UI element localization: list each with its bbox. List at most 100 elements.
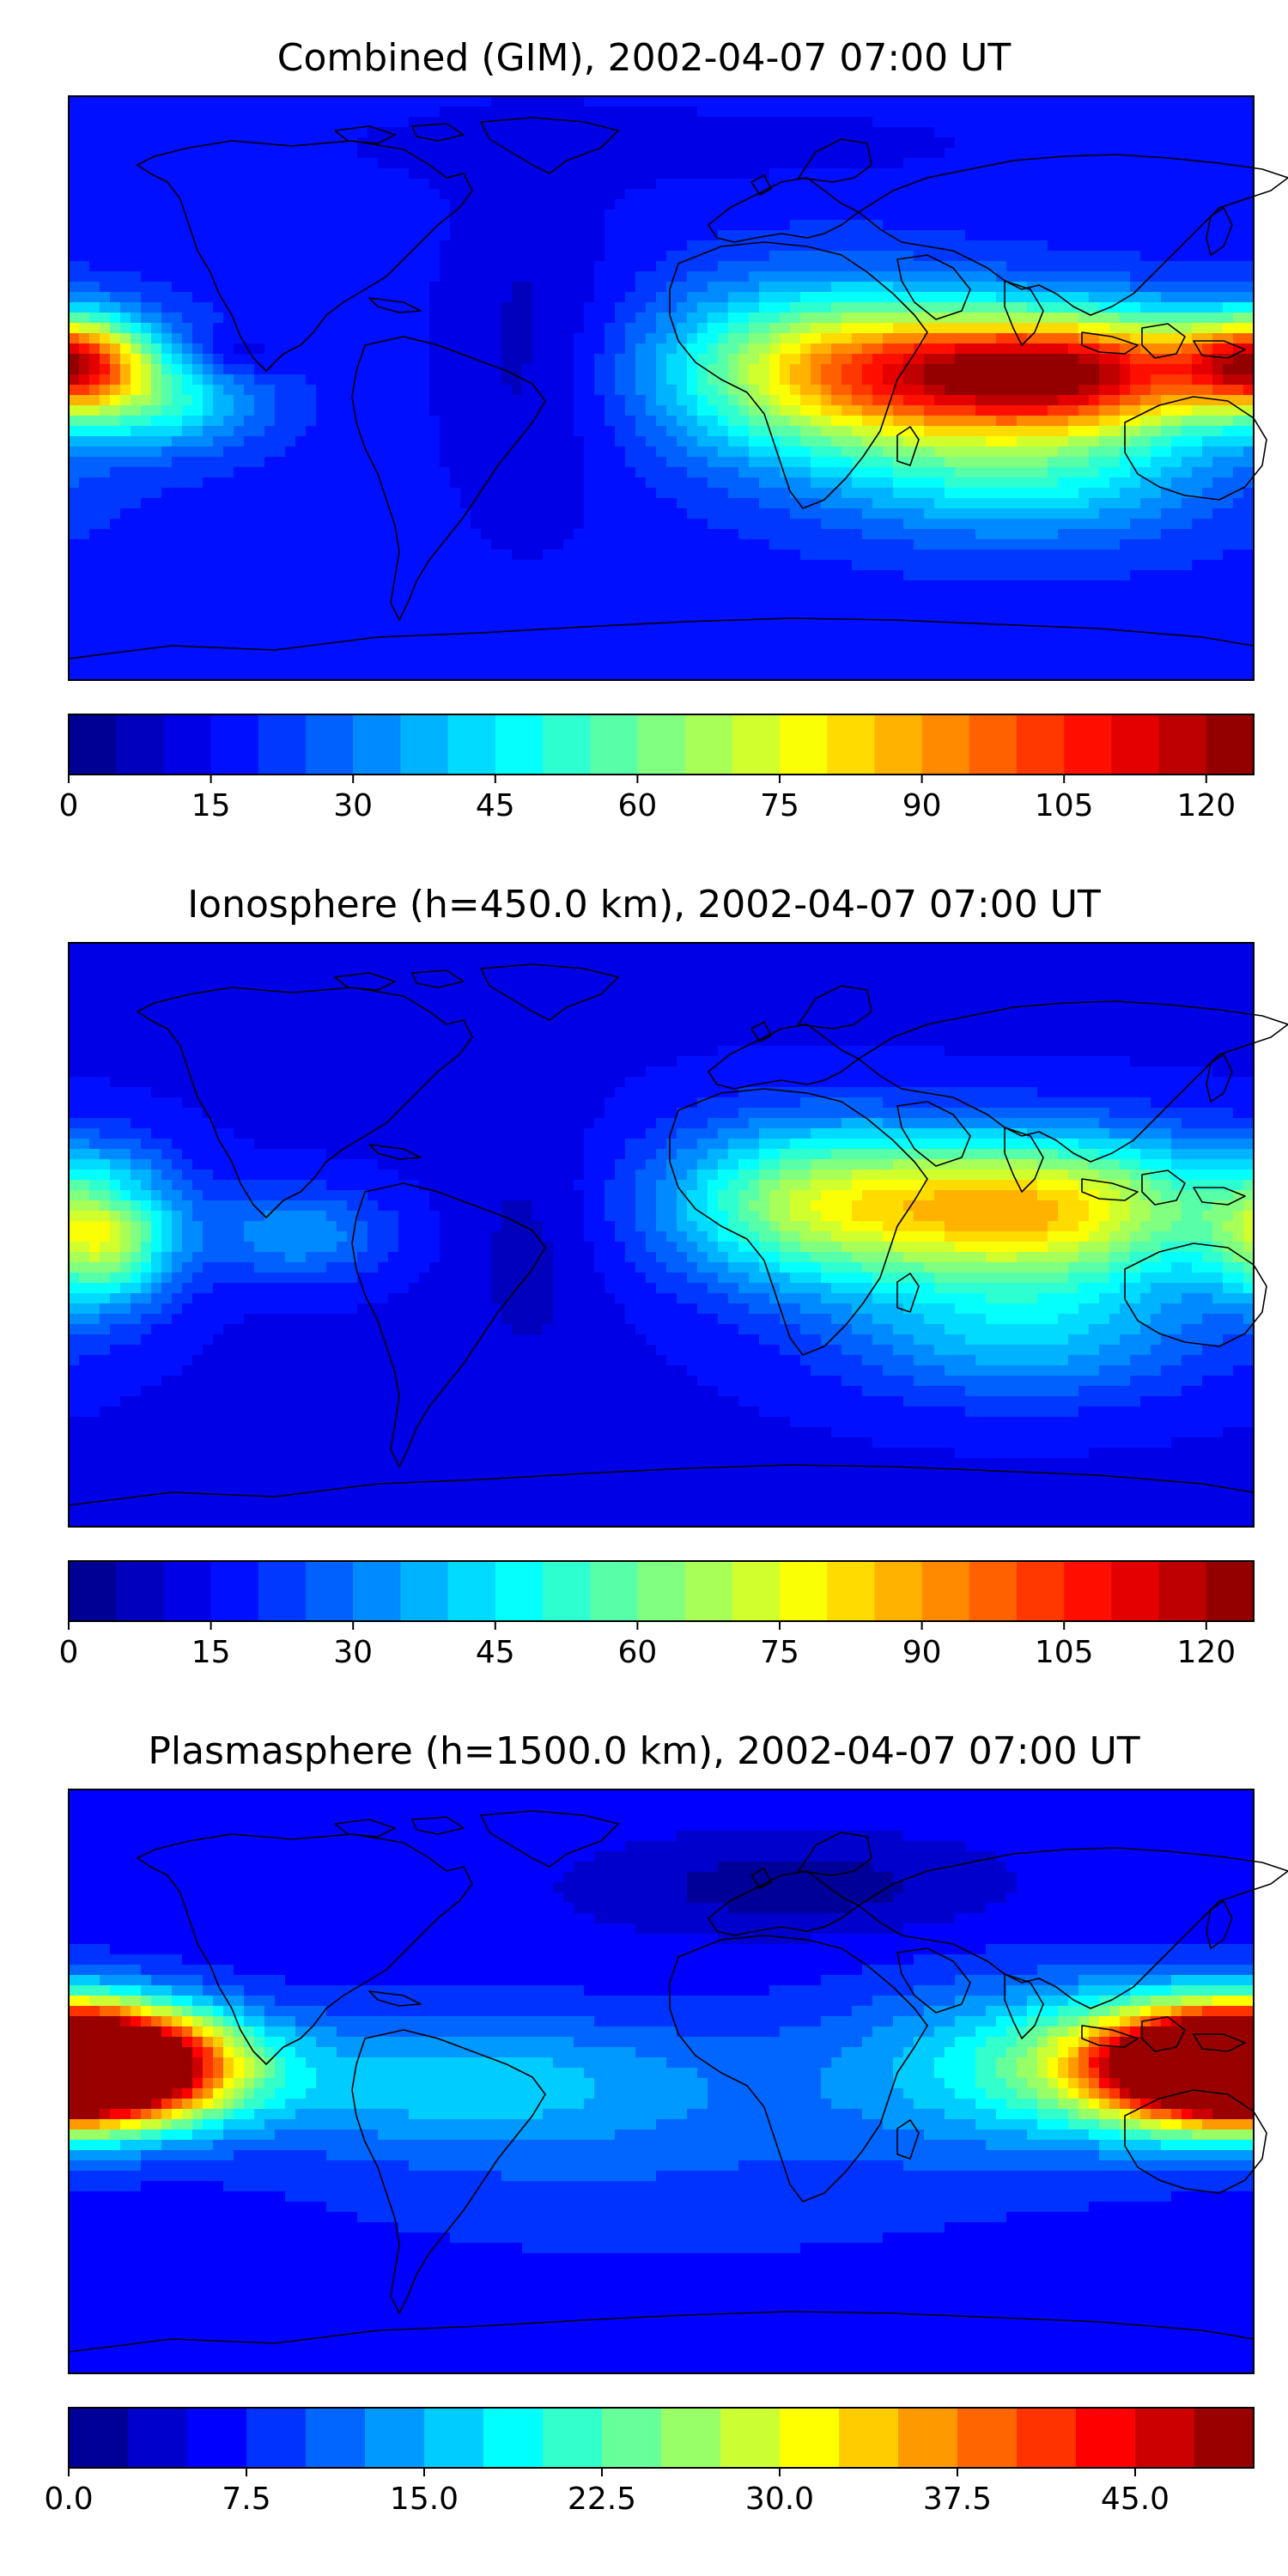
panel-3-colorbar-fill — [69, 2408, 1255, 2468]
colorbar-segment — [684, 1561, 733, 1621]
colorbar-tick-label: 30.0 — [745, 2482, 814, 2517]
colorbar-tick-label: 45 — [476, 788, 515, 823]
panel-3-contour-fill — [69, 1789, 1254, 2373]
colorbar-segment — [495, 714, 544, 775]
panel-1-title: Combined (GIM), 2002-04-07 07:00 UT — [277, 36, 1012, 80]
colorbar-segment — [543, 1561, 591, 1621]
colorbar-segment — [306, 2408, 366, 2468]
panel-2-map — [68, 942, 1288, 1528]
colorbar-segment — [447, 1561, 496, 1621]
colorbar-segment — [732, 714, 781, 775]
colorbar-tick-label: 105 — [1035, 788, 1094, 823]
colorbar-segment — [590, 1561, 638, 1621]
colorbar-segment — [637, 714, 686, 775]
panel-1-contour-fill — [69, 96, 1254, 680]
panel-3-map — [68, 1789, 1288, 2374]
colorbar-tick-label: 120 — [1176, 1635, 1236, 1670]
panel-3-frame — [68, 1789, 1255, 2374]
colorbar-tick-label: 75 — [760, 1635, 799, 1670]
colorbar-segment — [187, 2408, 247, 2468]
colorbar-segment — [69, 2408, 129, 2468]
colorbar-segment — [116, 1561, 164, 1621]
colorbar-segment — [1064, 1561, 1112, 1621]
colorbar-tick-label: 0.0 — [44, 2482, 93, 2517]
panel-2-colorbar-fill — [69, 1561, 1255, 1621]
colorbar-segment — [543, 714, 591, 775]
panel-1-colorbar-fill — [69, 714, 1255, 775]
colorbar-segment — [874, 1561, 923, 1621]
colorbar-segment — [306, 714, 354, 775]
panel-2-title: Ionosphere (h=450.0 km), 2002-04-07 07:0… — [187, 883, 1101, 927]
colorbar-segment — [1158, 714, 1207, 775]
colorbar-segment — [1206, 1561, 1255, 1621]
colorbar-segment — [116, 714, 164, 775]
colorbar-segment — [483, 2408, 544, 2468]
colorbar-segment — [543, 2408, 603, 2468]
colorbar-segment — [1135, 2408, 1195, 2468]
colorbar-segment — [246, 2408, 307, 2468]
colorbar-segment — [590, 714, 638, 775]
colorbar-segment — [839, 2408, 899, 2468]
colorbar-tick-label: 60 — [617, 1635, 657, 1670]
colorbar-tick-label: 60 — [617, 788, 657, 823]
colorbar-tick-label: 7.5 — [222, 2482, 270, 2517]
colorbar-segment — [1064, 714, 1112, 775]
colorbar-segment — [1111, 1561, 1160, 1621]
panel-3-title: Plasmasphere (h=1500.0 km), 2002-04-07 0… — [148, 1729, 1139, 1773]
colorbar-tick-label: 30 — [333, 1635, 373, 1670]
colorbar-tick-label: 90 — [902, 1635, 942, 1670]
colorbar-segment — [163, 714, 212, 775]
colorbar-segment — [874, 714, 923, 775]
panel-2-contour-fill — [69, 943, 1254, 1527]
colorbar-segment — [780, 1561, 828, 1621]
panel-3-colorbar: 0.0 7.5 15.0 22.5 30.0 37.5 45.0 — [44, 2407, 1255, 2517]
colorbar-segment — [732, 1561, 781, 1621]
colorbar-segment — [128, 2408, 188, 2468]
colorbar-segment — [1076, 2408, 1136, 2468]
colorbar-tick-label: 105 — [1035, 1635, 1094, 1670]
colorbar-segment — [1194, 2408, 1255, 2468]
colorbar-segment — [210, 714, 259, 775]
colorbar-segment — [1111, 714, 1160, 775]
colorbar-segment — [306, 1561, 354, 1621]
colorbar-segment — [163, 1561, 212, 1621]
colorbar-segment — [495, 1561, 544, 1621]
colorbar-tick-label: 30 — [333, 788, 373, 823]
colorbar-segment — [353, 714, 401, 775]
colorbar-segment — [353, 1561, 401, 1621]
colorbar-segment — [1158, 1561, 1207, 1621]
panel-3-colorbar-frame — [68, 2407, 1255, 2469]
colorbar-segment — [400, 1561, 449, 1621]
colorbar-segment — [921, 714, 970, 775]
panel-2-colorbar-frame — [68, 1560, 1255, 1622]
panel-1-colorbar: 0 15 30 45 60 75 90 105 120 — [59, 714, 1255, 823]
colorbar-tick-label: 15.0 — [390, 2482, 459, 2517]
colorbar-tick-label: 22.5 — [568, 2482, 636, 2517]
colorbar-segment — [720, 2408, 781, 2468]
colorbar-segment — [1017, 2408, 1077, 2468]
colorbar-tick-label: 37.5 — [923, 2482, 992, 2517]
colorbar-segment — [258, 714, 307, 775]
colorbar-tick-label: 45 — [476, 1635, 515, 1670]
colorbar-segment — [780, 714, 828, 775]
colorbar-segment — [898, 2408, 958, 2468]
panel-1-map — [68, 95, 1288, 681]
panel-2-frame — [68, 942, 1255, 1528]
panel-1-colorbar-frame — [68, 714, 1255, 775]
colorbar-segment — [210, 1561, 259, 1621]
colorbar-segment — [780, 2408, 840, 2468]
colorbar-segment — [447, 714, 496, 775]
colorbar-tick-label: 120 — [1176, 788, 1236, 823]
colorbar-segment — [1017, 714, 1065, 775]
colorbar-tick-label: 75 — [760, 788, 799, 823]
colorbar-segment — [637, 1561, 686, 1621]
colorbar-tick-label: 0 — [59, 788, 79, 823]
colorbar-segment — [69, 714, 117, 775]
colorbar-tick-label: 0 — [59, 1635, 79, 1670]
colorbar-segment — [1017, 1561, 1065, 1621]
colorbar-segment — [661, 2408, 721, 2468]
colorbar-segment — [424, 2408, 484, 2468]
colorbar-segment — [827, 714, 875, 775]
colorbar-segment — [684, 714, 733, 775]
